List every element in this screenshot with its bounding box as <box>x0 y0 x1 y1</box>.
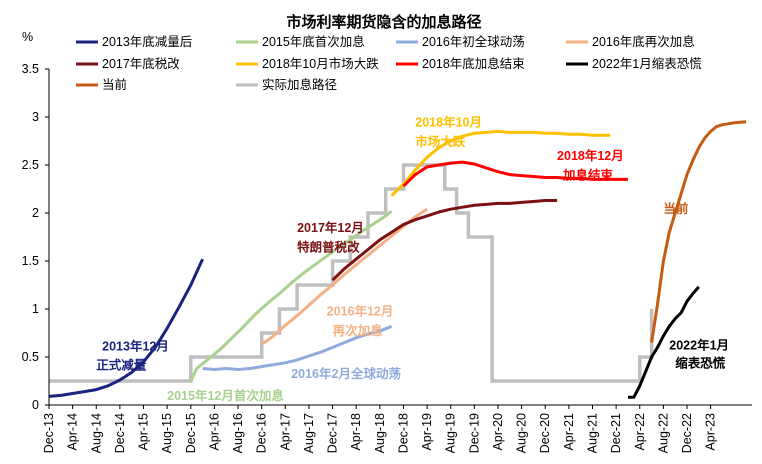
series-line <box>627 285 700 399</box>
x-tick-label: Apr-18 <box>349 413 363 451</box>
y-tick-label: 2.5 <box>22 158 39 172</box>
annotation-label: 市场大跌 <box>415 134 466 149</box>
series-line <box>48 258 204 398</box>
legend-label: 2022年1月缩表恐慌 <box>592 56 702 71</box>
x-tick-label: Apr-19 <box>420 413 434 451</box>
x-tick-label: Aug-15 <box>160 413 174 453</box>
series-line <box>390 129 611 197</box>
x-tick-label: Aug-21 <box>585 413 599 453</box>
annotation-label: 2013年12月 <box>102 338 169 353</box>
plot-area <box>48 120 747 399</box>
annotation-label: 2018年12月 <box>557 148 624 163</box>
x-tick-label: Apr-17 <box>278 413 292 451</box>
x-tick-label: Apr-15 <box>137 413 151 451</box>
annotation-label: 2015年12月首次加息 <box>167 388 284 403</box>
x-tick-label: Dec-18 <box>396 413 410 453</box>
y-tick-label: 2 <box>32 206 39 220</box>
x-tick-label: Aug-17 <box>302 413 316 453</box>
annotation-label: 2018年10月 <box>415 115 482 130</box>
y-tick-label: 3 <box>32 110 39 124</box>
x-tick-label: Dec-15 <box>184 413 198 453</box>
y-tick-label: 1.5 <box>22 254 39 268</box>
axes: 0 0.5 1 1.5 2 2.5 3 3.5 Dec-13 Apr-14 Aug-14 Dec-14… <box>22 62 752 453</box>
y-tick-label: 0.5 <box>22 350 39 364</box>
legend-label: 2015年底首次加息 <box>262 34 365 49</box>
x-tick-label: Apr-20 <box>491 413 505 451</box>
x-tick-label: Apr-22 <box>633 413 647 451</box>
x-tick-label: Dec-17 <box>326 413 340 453</box>
series-line <box>331 199 558 282</box>
legend-label: 2013年底减量后 <box>102 34 192 49</box>
x-tick-label: Aug-19 <box>444 413 458 453</box>
y-axis-unit: % <box>22 30 33 44</box>
y-tick-label: 0 <box>32 398 39 412</box>
legend-label: 2016年底再次加息 <box>592 34 695 49</box>
x-tick-label: Dec-21 <box>609 413 623 453</box>
legend-label: 2018年底加息结束 <box>422 56 525 71</box>
series-line <box>402 160 628 188</box>
legend-label: 2016年初全球动荡 <box>422 34 525 49</box>
x-tick-label: Aug-20 <box>515 413 529 453</box>
x-tick-label: Aug-14 <box>89 413 103 453</box>
legend-label: 当前 <box>102 77 127 92</box>
x-tick-label: Dec-19 <box>467 413 481 453</box>
annotation-label: 加息结束 <box>562 167 614 182</box>
y-tick-label: 3.5 <box>22 62 39 76</box>
annotation-label: 2022年1月 <box>669 337 729 352</box>
annotation-label: 再次加息 <box>333 323 384 338</box>
x-tick-label: Dec-13 <box>42 413 56 453</box>
series-line <box>189 209 393 382</box>
x-tick-label: Dec-22 <box>680 413 694 453</box>
annotation-label: 当前 <box>663 201 689 216</box>
x-tick-label: Aug-18 <box>373 413 387 453</box>
legend-label: 实际加息路径 <box>262 77 337 92</box>
y-tick-label: 1 <box>32 302 39 316</box>
chart-title: 市场利率期货隐含的加息路径 <box>286 13 481 31</box>
x-tick-label: Dec-14 <box>113 413 127 453</box>
annotation-label: 正式减量 <box>96 357 147 372</box>
x-tick-label: Apr-16 <box>207 413 221 451</box>
series-line <box>260 207 428 346</box>
series-line <box>49 163 654 383</box>
annotation-label: 2016年2月全球动荡 <box>291 366 401 381</box>
x-tick-label: Apr-21 <box>562 413 576 451</box>
legend-label: 2017年底税改 <box>102 56 180 71</box>
series-line <box>202 324 393 371</box>
annotation-label: 缩表恐慌 <box>675 356 726 371</box>
x-tick-label: Dec-16 <box>255 413 269 453</box>
annotation-label: 特朗普税改 <box>297 239 360 254</box>
legend-label: 2018年10月市场大跌 <box>262 56 379 71</box>
x-tick-label: Aug-22 <box>656 413 670 453</box>
annotation-label: 2017年12月 <box>297 220 364 235</box>
legend: 2013年底减量后 2015年底首次加息 2016年初全球动荡 2016年底再次加息 2… <box>76 34 702 92</box>
x-tick-label: Apr-23 <box>704 413 718 451</box>
series-line <box>650 120 747 343</box>
x-tick-label: Aug-16 <box>231 413 245 453</box>
x-tick-label: Apr-14 <box>66 413 80 451</box>
x-tick-label: Dec-20 <box>538 413 552 453</box>
annotation-label: 2016年12月 <box>327 304 394 319</box>
